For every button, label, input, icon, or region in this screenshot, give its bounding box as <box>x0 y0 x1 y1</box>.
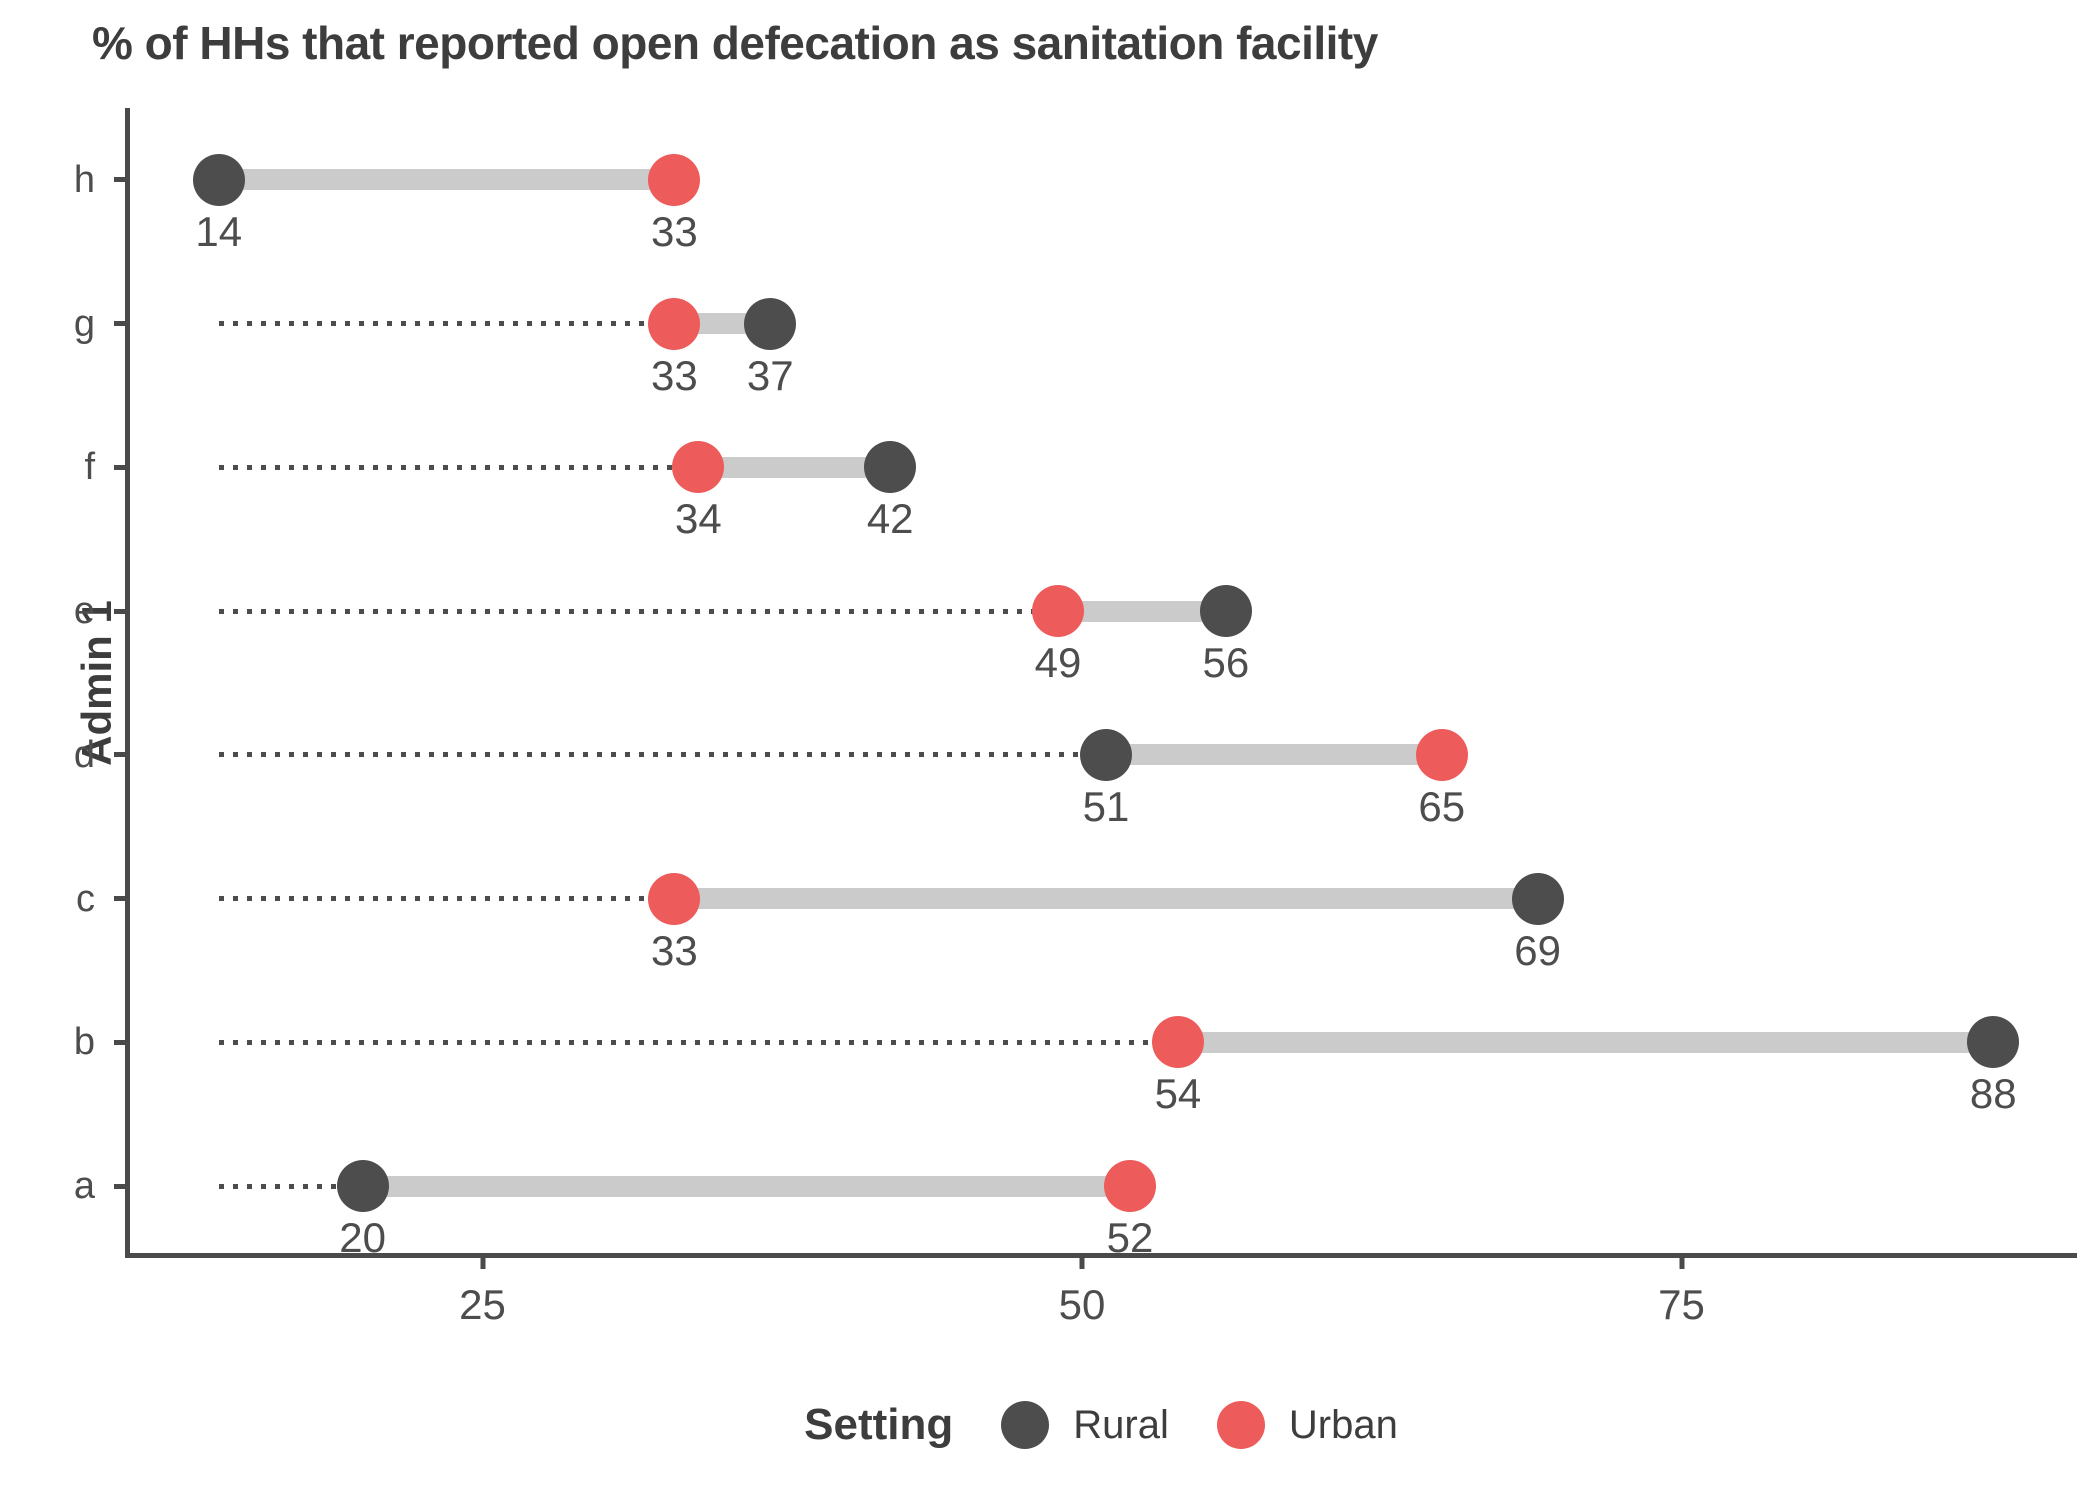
rural-dot <box>1080 728 1132 781</box>
rural-dot <box>744 297 797 350</box>
category-label: a <box>73 1165 95 1208</box>
y-axis-tick <box>114 1183 130 1189</box>
rural-dot <box>336 1160 389 1213</box>
rural-value-label: 14 <box>195 207 243 255</box>
plot-panel: 14 33 h 37 33 g 42 34 f 56 49 e 51 65 d 69 33 c 88 54 b 20 52 a… <box>74 108 2077 1328</box>
connector-bar <box>698 456 891 478</box>
y-axis-tick <box>114 1039 130 1045</box>
rural-value-label: 88 <box>1969 1070 2017 1118</box>
rural-value-label: 37 <box>746 351 794 399</box>
leader-line <box>218 1183 363 1189</box>
leader-line <box>218 896 675 902</box>
connector-bar <box>674 888 1538 910</box>
legend-item: Urban <box>1216 1401 1398 1449</box>
x-axis-tick-label: 25 <box>459 1281 506 1328</box>
urban-dot <box>1151 1016 1204 1069</box>
leader-line <box>218 752 1106 758</box>
leader-line <box>218 1039 1178 1045</box>
rural-dot <box>1511 872 1564 925</box>
y-axis-tick <box>114 464 130 470</box>
category-label: f <box>84 446 95 489</box>
y-axis-tick <box>114 177 130 183</box>
category-label: e <box>73 590 95 633</box>
rural-value-label: 42 <box>866 495 914 543</box>
legend-swatch <box>1001 1401 1050 1449</box>
rural-value-label: 51 <box>1082 782 1130 830</box>
rural-dot <box>864 441 917 494</box>
urban-value-label: 52 <box>1106 1214 1154 1262</box>
y-axis-tick <box>114 321 130 327</box>
legend-swatch <box>1216 1401 1265 1449</box>
urban-dot <box>648 153 701 206</box>
connector-bar <box>362 1175 1130 1197</box>
y-axis-tick <box>114 608 130 614</box>
y-axis-tick <box>114 752 130 758</box>
leader-line <box>218 464 699 470</box>
category-label: c <box>76 877 95 920</box>
y-axis-tick <box>114 896 130 902</box>
urban-value-label: 65 <box>1418 782 1466 830</box>
connector-bar <box>1106 744 1442 766</box>
urban-dot <box>1103 1160 1156 1213</box>
legend-item: Rural <box>1001 1401 1169 1449</box>
category-label: b <box>73 1021 95 1064</box>
urban-dot <box>648 297 701 350</box>
rural-dot <box>192 153 245 206</box>
connector-bar <box>1177 1031 1994 1053</box>
category-label: g <box>73 302 95 345</box>
x-axis-tick-label: 75 <box>1658 1281 1705 1328</box>
legend: Setting Rural Urban <box>125 1400 2077 1450</box>
urban-value-label: 54 <box>1154 1070 1202 1118</box>
urban-dot <box>1032 585 1085 638</box>
rural-dot <box>1199 585 1252 638</box>
rural-dot <box>1967 1016 2020 1069</box>
urban-value-label: 33 <box>650 926 698 974</box>
connector-bar <box>218 169 675 191</box>
category-label: h <box>73 158 95 201</box>
rural-value-label: 56 <box>1202 639 1250 687</box>
urban-dot <box>1415 728 1468 781</box>
x-axis-tick-label: 50 <box>1058 1281 1106 1328</box>
urban-value-label: 33 <box>650 207 698 255</box>
chart-title: % of HHs that reported open defecation a… <box>92 17 1378 69</box>
rural-value-label: 69 <box>1514 926 1561 974</box>
connector-bar <box>1058 600 1226 622</box>
legend-item-label: Rural <box>1073 1402 1169 1447</box>
rural-value-label: 20 <box>339 1214 386 1262</box>
urban-value-label: 33 <box>650 351 698 399</box>
x-axis-tick <box>1079 1253 1085 1269</box>
x-axis-tick <box>1679 1253 1685 1269</box>
leader-line <box>218 608 1059 614</box>
urban-dot <box>648 872 701 925</box>
category-label: d <box>73 733 95 776</box>
legend-item-label: Urban <box>1288 1402 1398 1447</box>
leader-line <box>218 321 675 327</box>
urban-value-label: 49 <box>1034 639 1082 687</box>
urban-dot <box>672 441 725 494</box>
legend-title: Setting <box>804 1400 954 1449</box>
urban-value-label: 34 <box>674 495 722 543</box>
x-axis-tick <box>480 1253 485 1269</box>
